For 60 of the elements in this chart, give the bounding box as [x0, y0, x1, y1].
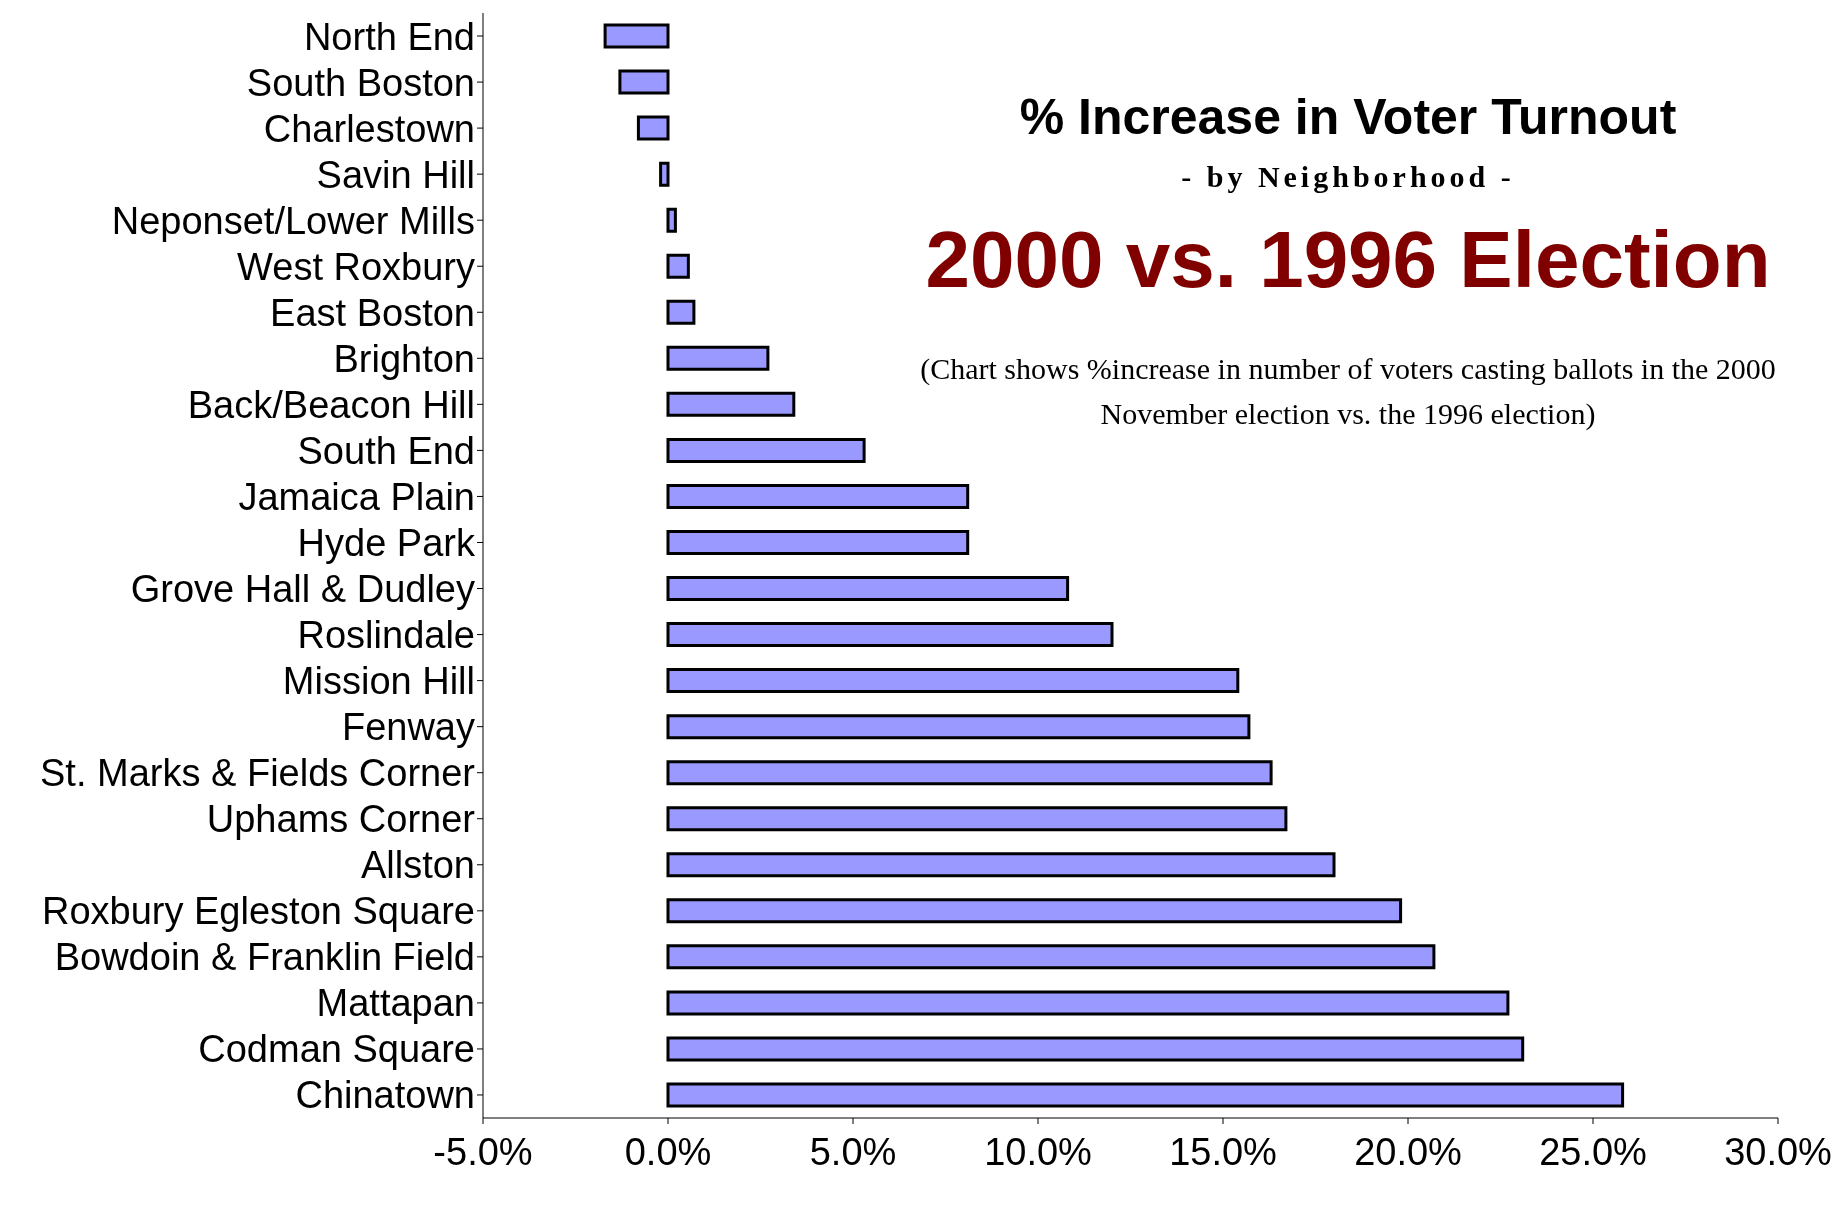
y-tick-label: Allston	[360, 844, 475, 887]
y-tick-label: Codman Square	[198, 1028, 475, 1071]
x-tick-label: 10.0%	[984, 1130, 1092, 1173]
bar	[666, 1082, 1625, 1108]
bar	[666, 253, 690, 279]
y-tick-label: South Boston	[246, 61, 475, 104]
y-tick-label: Mattapan	[316, 982, 475, 1025]
y-tick-label: Uphams Corner	[206, 798, 476, 841]
bar	[666, 391, 796, 417]
x-tick-label: 25.0%	[1539, 1130, 1647, 1173]
y-tick-label: Hyde Park	[297, 521, 476, 564]
x-tick-label: 30.0%	[1724, 1130, 1832, 1173]
y-tick-label: Roxbury Egleston Square	[41, 890, 475, 933]
y-tick-label: Fenway	[341, 706, 475, 749]
y-tick-label: Chinatown	[295, 1074, 475, 1117]
bar	[636, 115, 670, 141]
bar	[603, 23, 670, 49]
bar	[666, 898, 1403, 924]
bar	[666, 990, 1510, 1016]
y-tick-label: Back/Beacon Hill	[187, 383, 475, 426]
x-tick-label: -5.0%	[433, 1130, 533, 1173]
bar	[666, 1036, 1525, 1062]
bar	[666, 207, 677, 233]
y-tick-label: Charlestown	[263, 107, 475, 150]
text: - by Neighborhood -	[1180, 160, 1516, 194]
y-tick-label: East Boston	[270, 291, 475, 334]
bar	[666, 760, 1273, 786]
y-tick-label: Brighton	[333, 337, 475, 380]
y-tick-label: Grove Hall & Dudley	[130, 568, 475, 611]
bar	[666, 529, 970, 555]
bar	[666, 714, 1251, 740]
bar	[666, 806, 1288, 832]
bar	[659, 161, 670, 187]
bar	[666, 299, 696, 325]
bar	[666, 345, 770, 371]
x-tick-label: 20.0%	[1354, 1130, 1462, 1173]
y-tick-label: Mission Hill	[282, 660, 475, 703]
y-tick-label: St. Marks & Fields Corner	[40, 752, 476, 795]
bar	[618, 69, 670, 95]
bar	[666, 944, 1436, 970]
bar	[666, 852, 1336, 878]
bar	[666, 437, 866, 463]
y-tick-label: Savin Hill	[316, 153, 475, 196]
x-tick-label: 15.0%	[1169, 1130, 1277, 1173]
bar	[666, 622, 1114, 648]
text: % Increase in Voter Turnout	[1018, 88, 1678, 146]
y-tick-label: Neponset/Lower Mills	[111, 199, 475, 242]
x-tick-label: 0.0%	[624, 1130, 712, 1173]
bar	[666, 576, 1070, 601]
annotation: (Chart shows %increase in number of voters casting ballots in the 2000 November election vs. the 1996 election)	[919, 351, 1777, 432]
bar	[666, 483, 970, 509]
x-tick-label: 5.0%	[809, 1130, 897, 1173]
y-tick-label: Jamaica Plain	[238, 475, 475, 518]
annotation: 2000 vs. 1996 Election	[924, 214, 1772, 306]
y-tick-label: North End	[303, 15, 475, 58]
y-tick-label: Roslindale	[297, 614, 475, 657]
bar	[666, 668, 1240, 694]
y-tick-label: West Roxbury	[237, 245, 475, 288]
y-tick-label: South End	[297, 429, 475, 472]
y-tick-label: Bowdoin & Franklin Field	[54, 936, 475, 979]
